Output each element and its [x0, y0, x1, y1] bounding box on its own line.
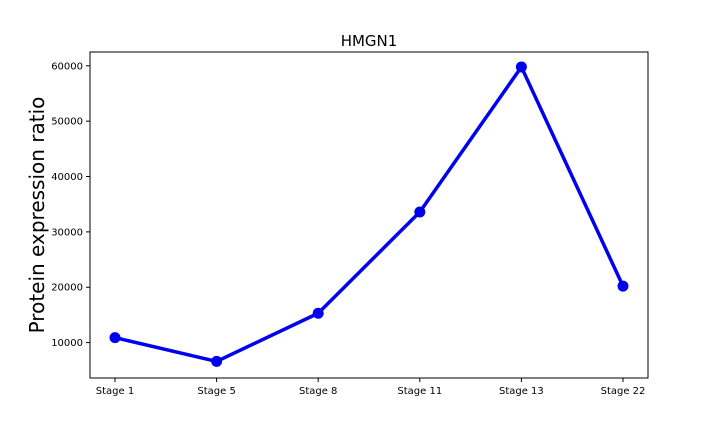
x-axis-ticks: Stage 1 Stage 5 Stage 8 Stage 11 Stage 13 Sta… — [96, 378, 646, 397]
series-layer — [109, 61, 629, 367]
y-tick-label: 20000 — [51, 283, 83, 294]
chart-title: HMGN1 — [341, 32, 398, 50]
y-tick-label: 50000 — [51, 117, 83, 128]
data-point — [109, 332, 121, 344]
y-axis-label: Protein expression ratio — [25, 97, 49, 334]
y-tick-label: 10000 — [51, 338, 83, 349]
x-tick-label: Stage 5 — [197, 386, 235, 397]
x-tick-label: Stage 8 — [299, 386, 337, 397]
y-axis-ticks: 10000 20000 30000 40000 50000 60000 — [51, 61, 90, 349]
y-tick-label: 40000 — [51, 172, 83, 183]
x-tick-label: Stage 22 — [601, 386, 646, 397]
y-tick-label: 60000 — [51, 61, 83, 72]
series-line — [113, 65, 625, 364]
x-tick-label: Stage 13 — [499, 386, 544, 397]
plot-area-frame — [89, 51, 649, 379]
data-point — [414, 206, 426, 218]
data-point — [211, 355, 223, 367]
data-point — [312, 307, 324, 319]
data-point — [617, 280, 629, 292]
data-point — [515, 61, 527, 73]
y-tick-label: 30000 — [51, 227, 83, 238]
x-tick-label: Stage 11 — [397, 386, 442, 397]
x-tick-label: Stage 1 — [96, 386, 134, 397]
